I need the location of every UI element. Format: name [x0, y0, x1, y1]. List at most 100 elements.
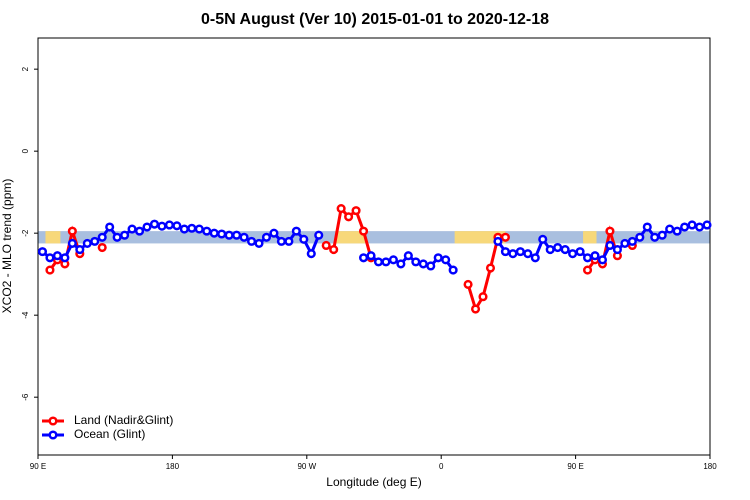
point — [358, 226, 369, 236]
point — [568, 249, 578, 259]
point — [358, 253, 369, 263]
point — [373, 257, 384, 267]
point — [612, 245, 622, 255]
point — [344, 212, 354, 222]
point — [254, 238, 264, 248]
point — [246, 236, 257, 246]
point — [478, 292, 488, 302]
point — [515, 247, 525, 257]
point — [269, 228, 279, 238]
point — [291, 226, 301, 236]
point — [261, 232, 272, 242]
point — [463, 279, 473, 289]
point — [388, 255, 398, 265]
point — [75, 245, 85, 255]
x-tick-label: 180 — [166, 462, 180, 471]
x-tick-label: 90 E — [567, 462, 583, 471]
land-band — [45, 231, 61, 244]
point — [329, 245, 339, 255]
point — [545, 245, 555, 255]
x-tick-label: 180 — [703, 462, 717, 471]
x-tick-label: 90 E — [30, 462, 46, 471]
series-line — [50, 209, 632, 309]
point — [396, 259, 406, 269]
point — [411, 257, 421, 267]
point — [470, 304, 481, 314]
y-tick-label: -6 — [21, 393, 30, 401]
chart-title: 0-5N August (Ver 10) 2015-01-01 to 2020-… — [201, 11, 549, 28]
point — [37, 247, 48, 257]
point — [366, 251, 376, 261]
point — [202, 226, 212, 236]
point — [52, 251, 62, 261]
point — [605, 240, 615, 251]
point — [687, 220, 697, 230]
point — [299, 234, 309, 244]
y-tick-label: 2 — [21, 66, 30, 71]
point — [403, 251, 413, 261]
point — [45, 253, 55, 263]
land-band — [454, 231, 506, 244]
point — [627, 236, 637, 246]
point — [605, 226, 615, 236]
point — [485, 263, 496, 273]
point — [620, 238, 630, 248]
point — [538, 234, 548, 244]
point — [500, 247, 510, 257]
y-axis-label: XCO2 - MLO trend (ppm) — [0, 179, 14, 314]
point — [672, 226, 682, 236]
point — [134, 226, 145, 236]
point — [433, 253, 443, 263]
point — [582, 253, 593, 263]
point — [702, 220, 712, 230]
point — [306, 249, 316, 259]
point — [97, 242, 107, 253]
point — [127, 224, 137, 234]
point — [642, 222, 652, 232]
point — [441, 255, 451, 265]
point — [187, 223, 197, 233]
point — [105, 222, 115, 232]
point — [493, 236, 503, 246]
point — [500, 232, 510, 242]
point — [209, 228, 219, 238]
point — [657, 230, 667, 240]
point — [448, 265, 458, 275]
point — [665, 224, 675, 234]
x-axis-label: Longitude (deg E) — [326, 475, 421, 489]
point — [232, 230, 242, 240]
y-tick-label: 0 — [21, 148, 30, 153]
legend-label: Land (Nadir&Glint) — [74, 413, 173, 427]
point — [172, 221, 182, 231]
point — [590, 251, 600, 261]
point — [508, 249, 518, 259]
point — [90, 236, 100, 246]
legend-marker — [48, 416, 58, 426]
point — [680, 222, 690, 232]
point — [217, 229, 227, 239]
point — [112, 232, 122, 242]
point — [530, 253, 540, 263]
point — [597, 255, 608, 265]
land-band — [335, 231, 366, 244]
point — [351, 206, 361, 216]
point — [179, 224, 189, 234]
point — [284, 236, 294, 246]
point — [426, 261, 436, 271]
point — [560, 245, 570, 255]
y-tick-label: -2 — [21, 229, 30, 237]
point — [149, 219, 160, 229]
point — [194, 224, 204, 234]
point — [276, 236, 286, 246]
point — [142, 222, 152, 232]
point — [97, 232, 107, 242]
point — [239, 232, 249, 242]
legend-marker — [48, 430, 58, 440]
point — [635, 232, 645, 242]
legend-label: Ocean (Glint) — [74, 427, 145, 441]
point — [694, 222, 705, 232]
point — [321, 240, 331, 251]
point — [67, 226, 77, 236]
point — [418, 259, 428, 269]
